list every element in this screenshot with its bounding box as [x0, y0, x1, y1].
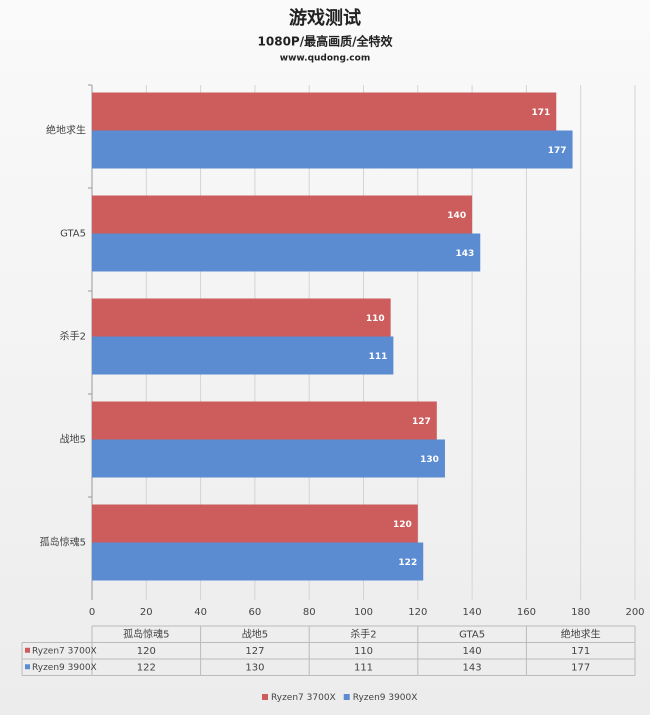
bar	[92, 504, 418, 543]
bar	[92, 439, 445, 478]
x-tick-label: 160	[517, 607, 536, 618]
source: www.qudong.com	[280, 54, 370, 64]
x-tick-label: 40	[194, 607, 207, 618]
x-tick-label: 200	[625, 607, 644, 618]
bar	[92, 401, 437, 440]
table-cell: 120	[137, 646, 156, 657]
x-tick-label: 80	[303, 607, 316, 618]
table-header: 杀手2	[350, 627, 376, 640]
legend-label: Ryzen9 3900X	[353, 693, 418, 703]
value-label: 143	[455, 249, 474, 259]
table-cell: 140	[463, 646, 482, 657]
table-cell: 130	[245, 662, 264, 673]
table-cell: 122	[137, 662, 156, 673]
table-header: GTA5	[459, 629, 485, 640]
table-cell: 143	[463, 662, 482, 673]
x-tick-label: 120	[408, 607, 427, 618]
bar	[92, 542, 424, 581]
table-row-label: Ryzen9 3900X	[32, 663, 97, 673]
legend-label: Ryzen7 3700X	[271, 693, 336, 703]
bar	[92, 298, 391, 337]
bar	[92, 233, 481, 272]
table-header: 孤岛惊魂5	[123, 627, 169, 640]
y-tick-label: 孤岛惊魂5	[40, 536, 86, 549]
chart-title: 游戏测试	[289, 7, 361, 29]
value-label: 122	[398, 558, 417, 568]
legend-swatch	[343, 694, 350, 700]
value-label: 120	[393, 520, 412, 530]
y-tick-label: 战地5	[60, 433, 86, 446]
x-tick-label: 0	[89, 607, 95, 618]
table-cell: 127	[245, 646, 264, 657]
table-header: 战地5	[242, 627, 268, 640]
table-swatch	[25, 647, 30, 653]
value-label: 111	[369, 352, 388, 362]
value-label: 177	[548, 146, 567, 156]
legend-swatch	[262, 694, 268, 700]
table-row-label: Ryzen7 3700X	[32, 646, 97, 656]
table-cell: 110	[354, 646, 373, 657]
bar	[92, 336, 394, 375]
x-tick-label: 140	[463, 607, 482, 618]
value-label: 110	[366, 314, 385, 324]
bar	[92, 92, 557, 131]
table-cell: 171	[571, 646, 590, 657]
x-tick-label: 60	[249, 607, 262, 618]
x-tick-label: 100	[354, 607, 373, 618]
value-label: 130	[420, 455, 439, 465]
value-label: 140	[447, 211, 466, 221]
y-tick-label: 杀手2	[60, 330, 86, 343]
x-tick-label: 20	[140, 607, 153, 618]
y-tick-label: 绝地求生	[46, 124, 86, 137]
table-cell: 177	[571, 662, 590, 673]
table-swatch	[25, 664, 30, 670]
value-label: 127	[412, 417, 431, 427]
chart-subtitle: 1080P/最高画质/全特效	[258, 34, 394, 49]
table-cell: 111	[354, 662, 373, 673]
bar	[92, 195, 473, 234]
table-header: 绝地求生	[561, 627, 601, 640]
x-tick-label: 180	[571, 607, 590, 618]
bar	[92, 130, 573, 169]
y-tick-label: GTA5	[60, 229, 86, 240]
value-label: 171	[531, 108, 550, 118]
